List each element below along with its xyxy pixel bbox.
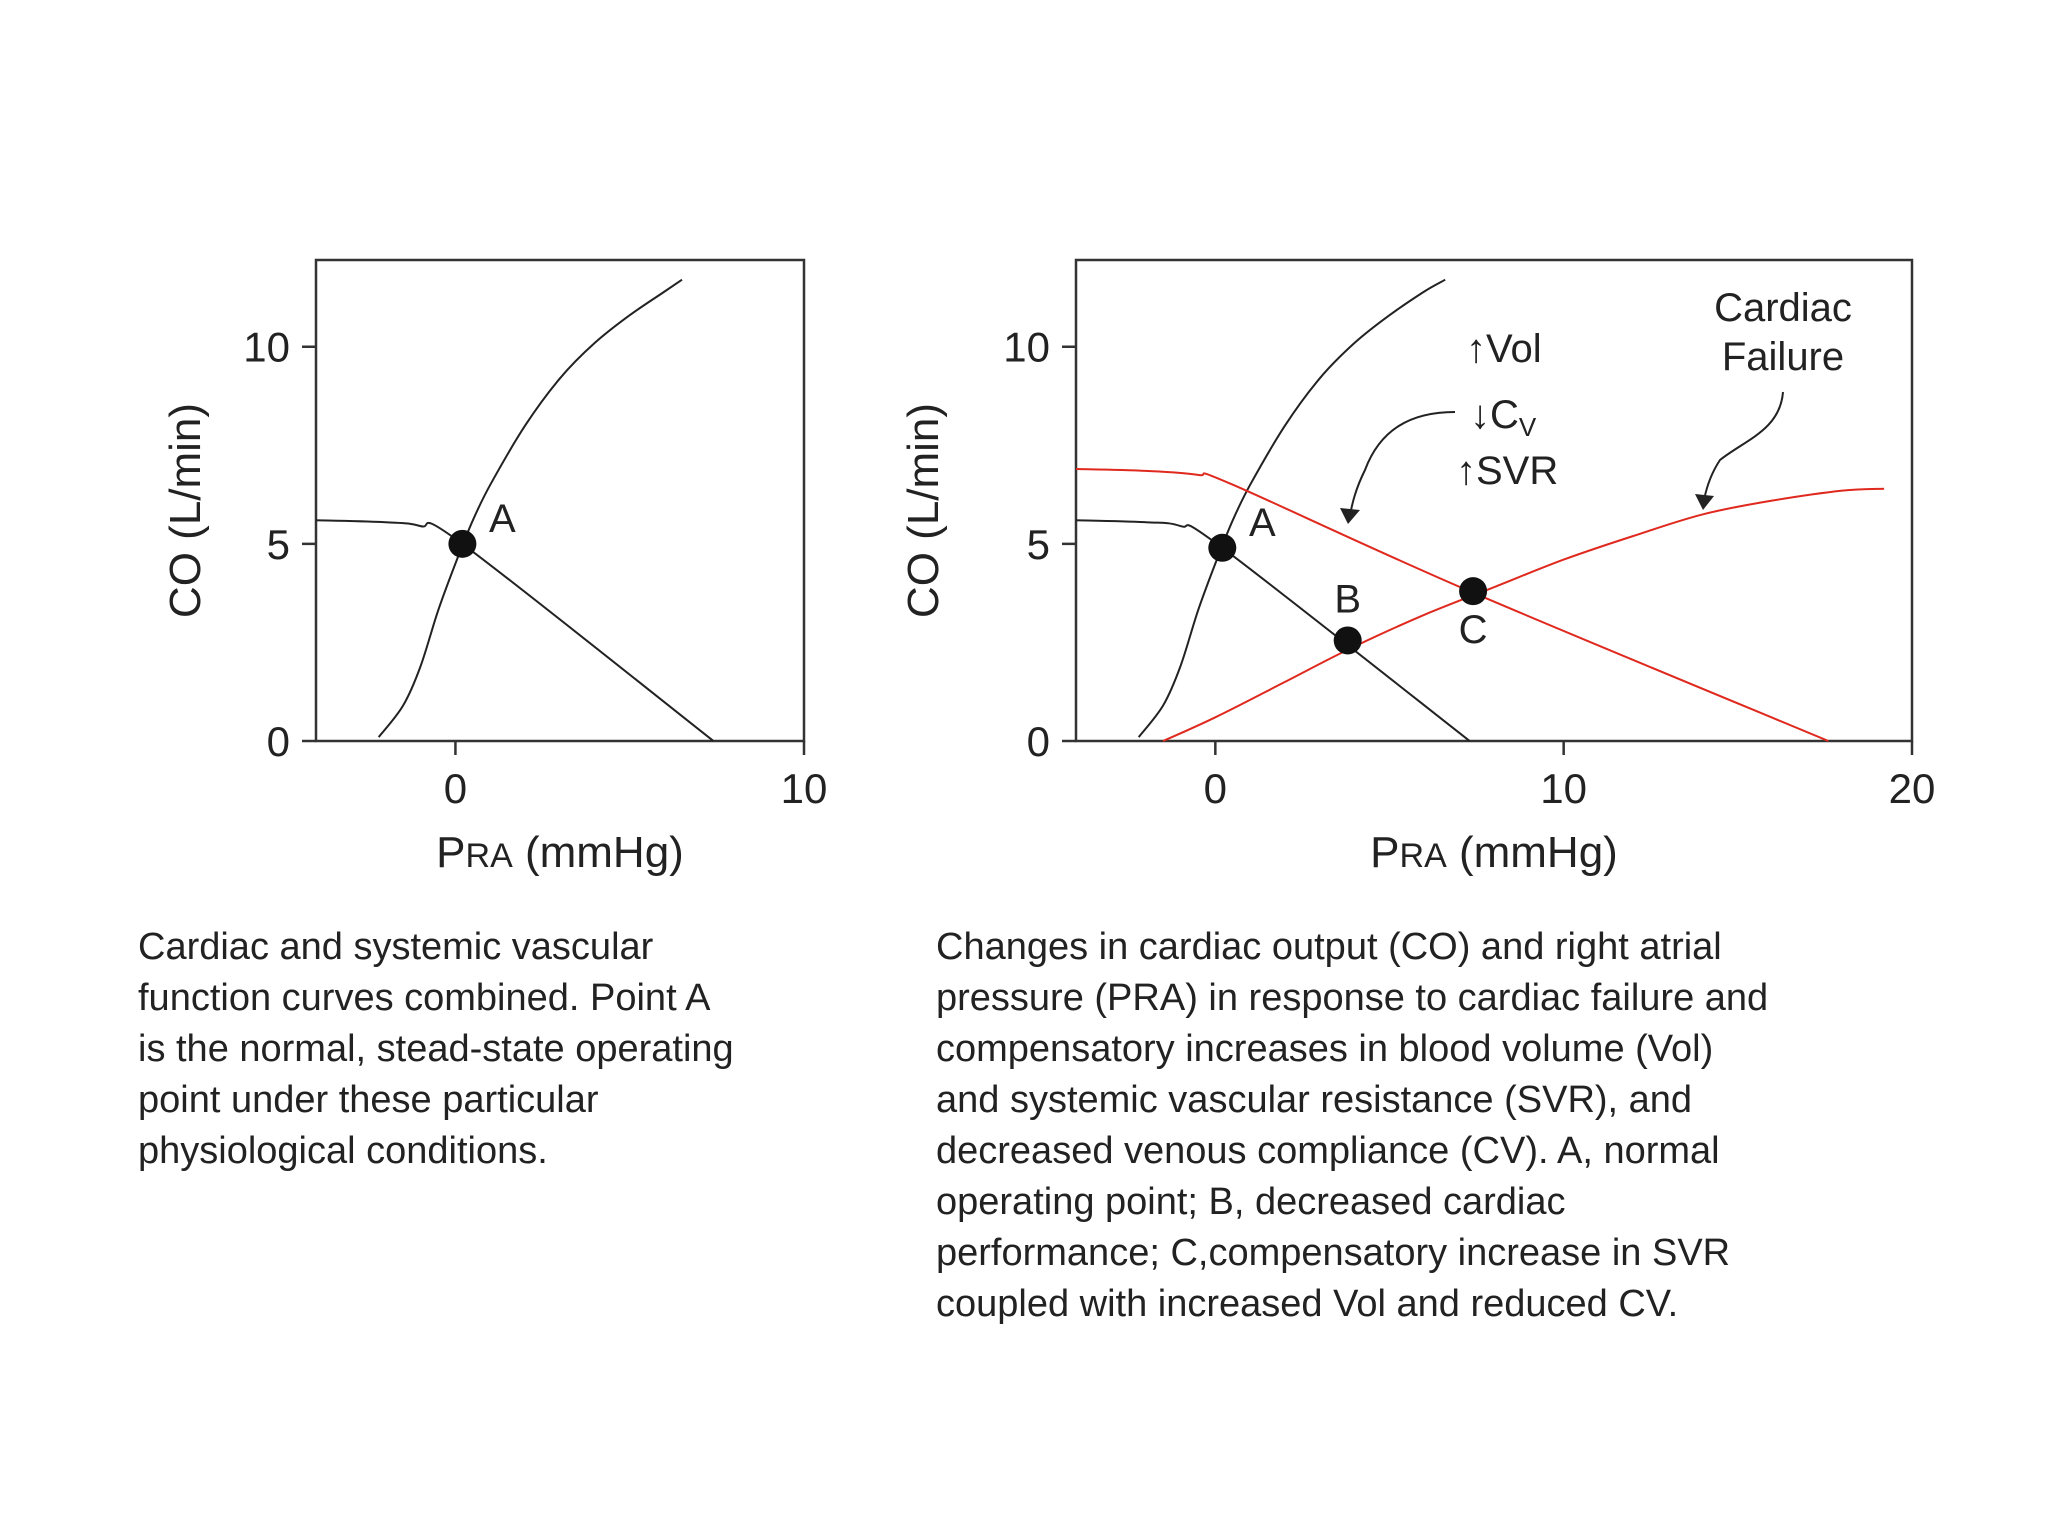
- caption-right-line: compensatory increases in blood volume (…: [936, 1028, 1714, 1070]
- series-line-cardiac-failure: [1162, 487, 1885, 742]
- y-tick-label: 10: [1003, 324, 1050, 371]
- annotation-arrow-to-shifted-curve: [1349, 411, 1456, 516]
- y-tick-label: 0: [1027, 718, 1050, 765]
- y-tick-label: 5: [1027, 521, 1050, 568]
- y-tick-label: 10: [243, 324, 290, 371]
- point-label-b: B: [1334, 577, 1361, 621]
- caption-right-line: and systemic vascular resistance (SVR), …: [936, 1079, 1693, 1121]
- point-label-a: A: [489, 497, 516, 541]
- series-line-cardiac-normal: [1137, 278, 1446, 738]
- y-tick-label: 0: [267, 718, 290, 765]
- x-tick-label: 0: [1204, 765, 1227, 812]
- x-axis-label: PRA (mmHg): [436, 828, 684, 877]
- caption-left: Cardiac and systemic vascular function c…: [138, 922, 898, 1177]
- caption-left-line: physiological conditions.: [138, 1130, 548, 1172]
- annotation-arrow-down-cv: ↓CV: [1470, 393, 1537, 442]
- chart-left: 0 5 10 0 10 PRA (mmHg) CO (L/min) A: [161, 258, 828, 877]
- x-tick-label: 10: [1540, 765, 1587, 812]
- annotation-arrow-up-svr: ↑SVR: [1456, 449, 1558, 493]
- point-label-a: A: [1249, 501, 1276, 545]
- operating-point-a: [1208, 533, 1237, 562]
- series-line-cardiac: [377, 278, 683, 738]
- caption-right-line: performance; C,compensatory increase in …: [936, 1232, 1731, 1274]
- operating-point-b: [1333, 626, 1362, 655]
- point-label-c: C: [1459, 608, 1488, 652]
- y-tick-label: 5: [267, 521, 290, 568]
- caption-left-line: is the normal, stead-state operating: [138, 1028, 734, 1070]
- annotation-cardiac-failure-line1: Cardiac: [1714, 286, 1852, 330]
- operating-point-c: [1459, 577, 1488, 606]
- caption-right-line: coupled with increased Vol and reduced C…: [936, 1283, 1679, 1325]
- caption-left-line: point under these particular: [138, 1079, 599, 1121]
- caption-left-line: function curves combined. Point A: [138, 977, 711, 1019]
- caption-right-line: decreased venous compliance (CV). A, nor…: [936, 1130, 1720, 1172]
- caption-right: Changes in cardiac output (CO) and right…: [936, 922, 2016, 1330]
- plot-frame: [314, 258, 806, 743]
- plot-frame: [1074, 258, 1914, 743]
- annotation-arrowhead-2: [1695, 494, 1714, 510]
- series-line-vascular-normal: [1075, 519, 1471, 742]
- x-tick-label: 20: [1889, 765, 1936, 812]
- series-line-vascular-shifted: [1075, 468, 1829, 742]
- x-tick-label: 0: [444, 765, 467, 812]
- y-axis-label: CO (L/min): [899, 403, 948, 618]
- caption-right-line: Changes in cardiac output (CO) and right…: [936, 926, 1722, 968]
- caption-left-line: Cardiac and systemic vascular: [138, 926, 654, 968]
- annotations-right: ↑Vol ↓CV ↑SVR Cardiac Failure: [1340, 286, 1852, 524]
- y-axis-label: CO (L/min): [161, 403, 210, 618]
- annotation-arrow-to-failure-curve: [1703, 391, 1784, 501]
- annotation-cardiac-failure-line2: Failure: [1722, 335, 1844, 379]
- x-tick-label: 10: [781, 765, 828, 812]
- caption-right-line: pressure (PRA) in response to cardiac fa…: [936, 977, 1769, 1019]
- series-line-vascular: [315, 519, 715, 742]
- annotation-arrowhead-1: [1340, 508, 1360, 524]
- chart-right: 0 5 10 0 10 20 PRA (mmHg) CO (L/min) A B C: [899, 258, 1936, 877]
- caption-right-line: operating point; B, decreased cardiac: [936, 1181, 1566, 1223]
- x-axis-label: PRA (mmHg): [1370, 828, 1618, 877]
- annotation-arrow-up-vol: ↑Vol: [1466, 327, 1542, 371]
- operating-point-a: [448, 529, 477, 558]
